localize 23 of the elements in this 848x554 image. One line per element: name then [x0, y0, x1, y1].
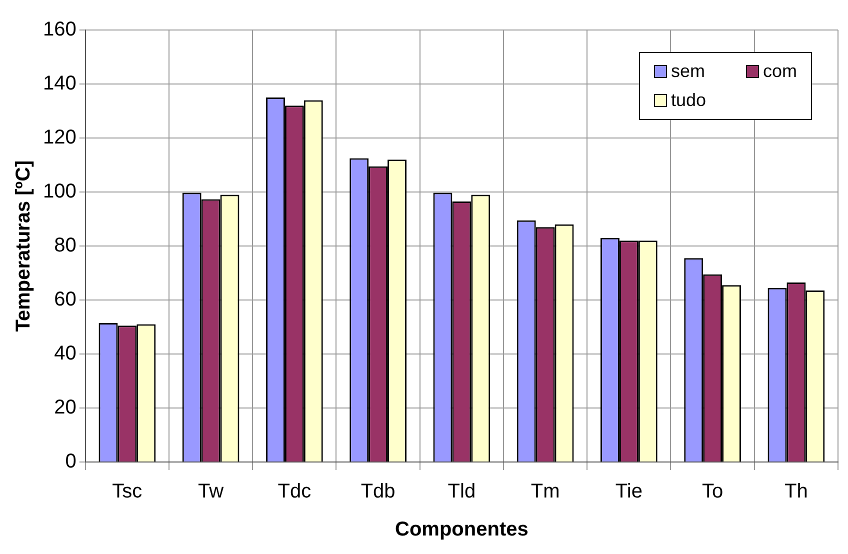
y-tick-label: 140: [42, 72, 76, 95]
legend-label: tudo: [670, 90, 706, 111]
x-axis-title: Componentes: [395, 518, 528, 541]
legend-label: com: [762, 61, 797, 82]
x-tick-label: Tm: [530, 480, 560, 503]
y-tick-label: 60: [54, 288, 76, 311]
y-tick-label: 120: [42, 126, 76, 149]
x-tick-label: Th: [784, 480, 808, 503]
y-tick-label: 20: [54, 396, 76, 419]
y-tick-label: 160: [42, 18, 76, 41]
x-tick-label: Tw: [198, 480, 224, 503]
y-tick-label: 100: [42, 180, 76, 203]
y-tick-label: 40: [54, 342, 76, 365]
x-tick-label: Tsc: [112, 480, 142, 503]
y-tick-label: 0: [65, 450, 76, 473]
x-tick-label: Tdc: [278, 480, 312, 503]
y-tick-label: 80: [54, 234, 76, 257]
y-axis-title: Temperaturas [ºC]: [12, 160, 35, 332]
x-tick-label: To: [702, 480, 724, 503]
x-tick-label: Tld: [448, 480, 476, 503]
legend-label: sem: [670, 61, 705, 82]
x-tick-label: Tdb: [360, 480, 396, 503]
x-tick-label: Tie: [615, 480, 642, 503]
